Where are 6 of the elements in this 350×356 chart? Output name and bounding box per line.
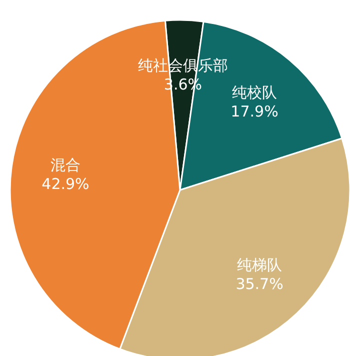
slice-label: 混合 — [50, 156, 80, 174]
slice-label: 纯梯队 — [237, 256, 282, 274]
data-label: 35.7% — [236, 274, 284, 293]
slice-label: 纯校队 — [232, 84, 278, 102]
data-label: 42.9% — [42, 175, 90, 194]
data-label: 17.9% — [230, 102, 278, 121]
